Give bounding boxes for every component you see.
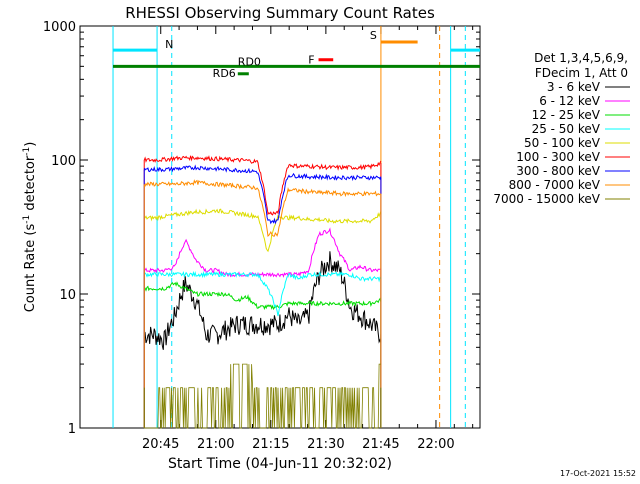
legend-header-line1: Det 1,3,4,5,6,9, [534, 51, 628, 65]
series-line [143, 281, 382, 311]
legend-label: 12 - 25 keV [532, 108, 601, 122]
legend-label: 800 - 7000 keV [509, 178, 601, 192]
axis-ticks: 1 10 100 1000 20:45 21:00 21:15 21:30 21:45 22:00 [43, 20, 480, 452]
series-line [143, 155, 382, 216]
series-line [143, 164, 382, 225]
legend-header-line2: FDecim 1, Att 0 [535, 66, 628, 80]
legend-label: 100 - 300 keV [516, 150, 600, 164]
x-tick-label: 21:30 [307, 437, 344, 452]
x-tick-label: 20:45 [142, 437, 179, 452]
legend-label: 7000 - 15000 keV [493, 192, 600, 206]
legend-label: 300 - 800 keV [516, 164, 600, 178]
legend-label: 50 - 100 keV [524, 136, 601, 150]
eclipse-flag-label: N [165, 38, 173, 51]
series-line [143, 251, 382, 350]
x-axis-label: Start Time (04-Jun-11 20:32:02) [168, 456, 392, 472]
series-line [143, 179, 382, 237]
y-tick-label: 1 [68, 422, 76, 437]
legend-label: 3 - 6 keV [547, 80, 601, 94]
timestamp: 17-Oct-2021 15:52 [560, 469, 636, 478]
legend-label: 6 - 12 keV [539, 94, 601, 108]
plot-frame [79, 25, 481, 429]
x-tick-label: 21:45 [362, 437, 399, 452]
y-tick-label: 10 [59, 288, 76, 303]
flag-label: RD0 [238, 55, 261, 68]
series-line [143, 227, 382, 278]
series-line [144, 363, 381, 429]
y-axis-label: Count Rate (s-1 detector-1) [22, 142, 38, 313]
x-tick-label: 21:00 [197, 437, 234, 452]
series-group [143, 155, 382, 429]
series-line [143, 208, 382, 253]
x-tick-label: 21:15 [252, 437, 289, 452]
flag-label: S [370, 29, 377, 42]
y-tick-label: 1000 [43, 20, 76, 35]
flag-label: F [308, 54, 314, 67]
chart-title: RHESSI Observing Summary Count Rates [125, 4, 435, 22]
y-tick-label: 100 [51, 154, 76, 169]
x-tick-label: 22:00 [417, 437, 454, 452]
legend-label: 25 - 50 keV [532, 122, 601, 136]
series-line [143, 270, 382, 317]
flag-label: RD6 [213, 67, 236, 80]
